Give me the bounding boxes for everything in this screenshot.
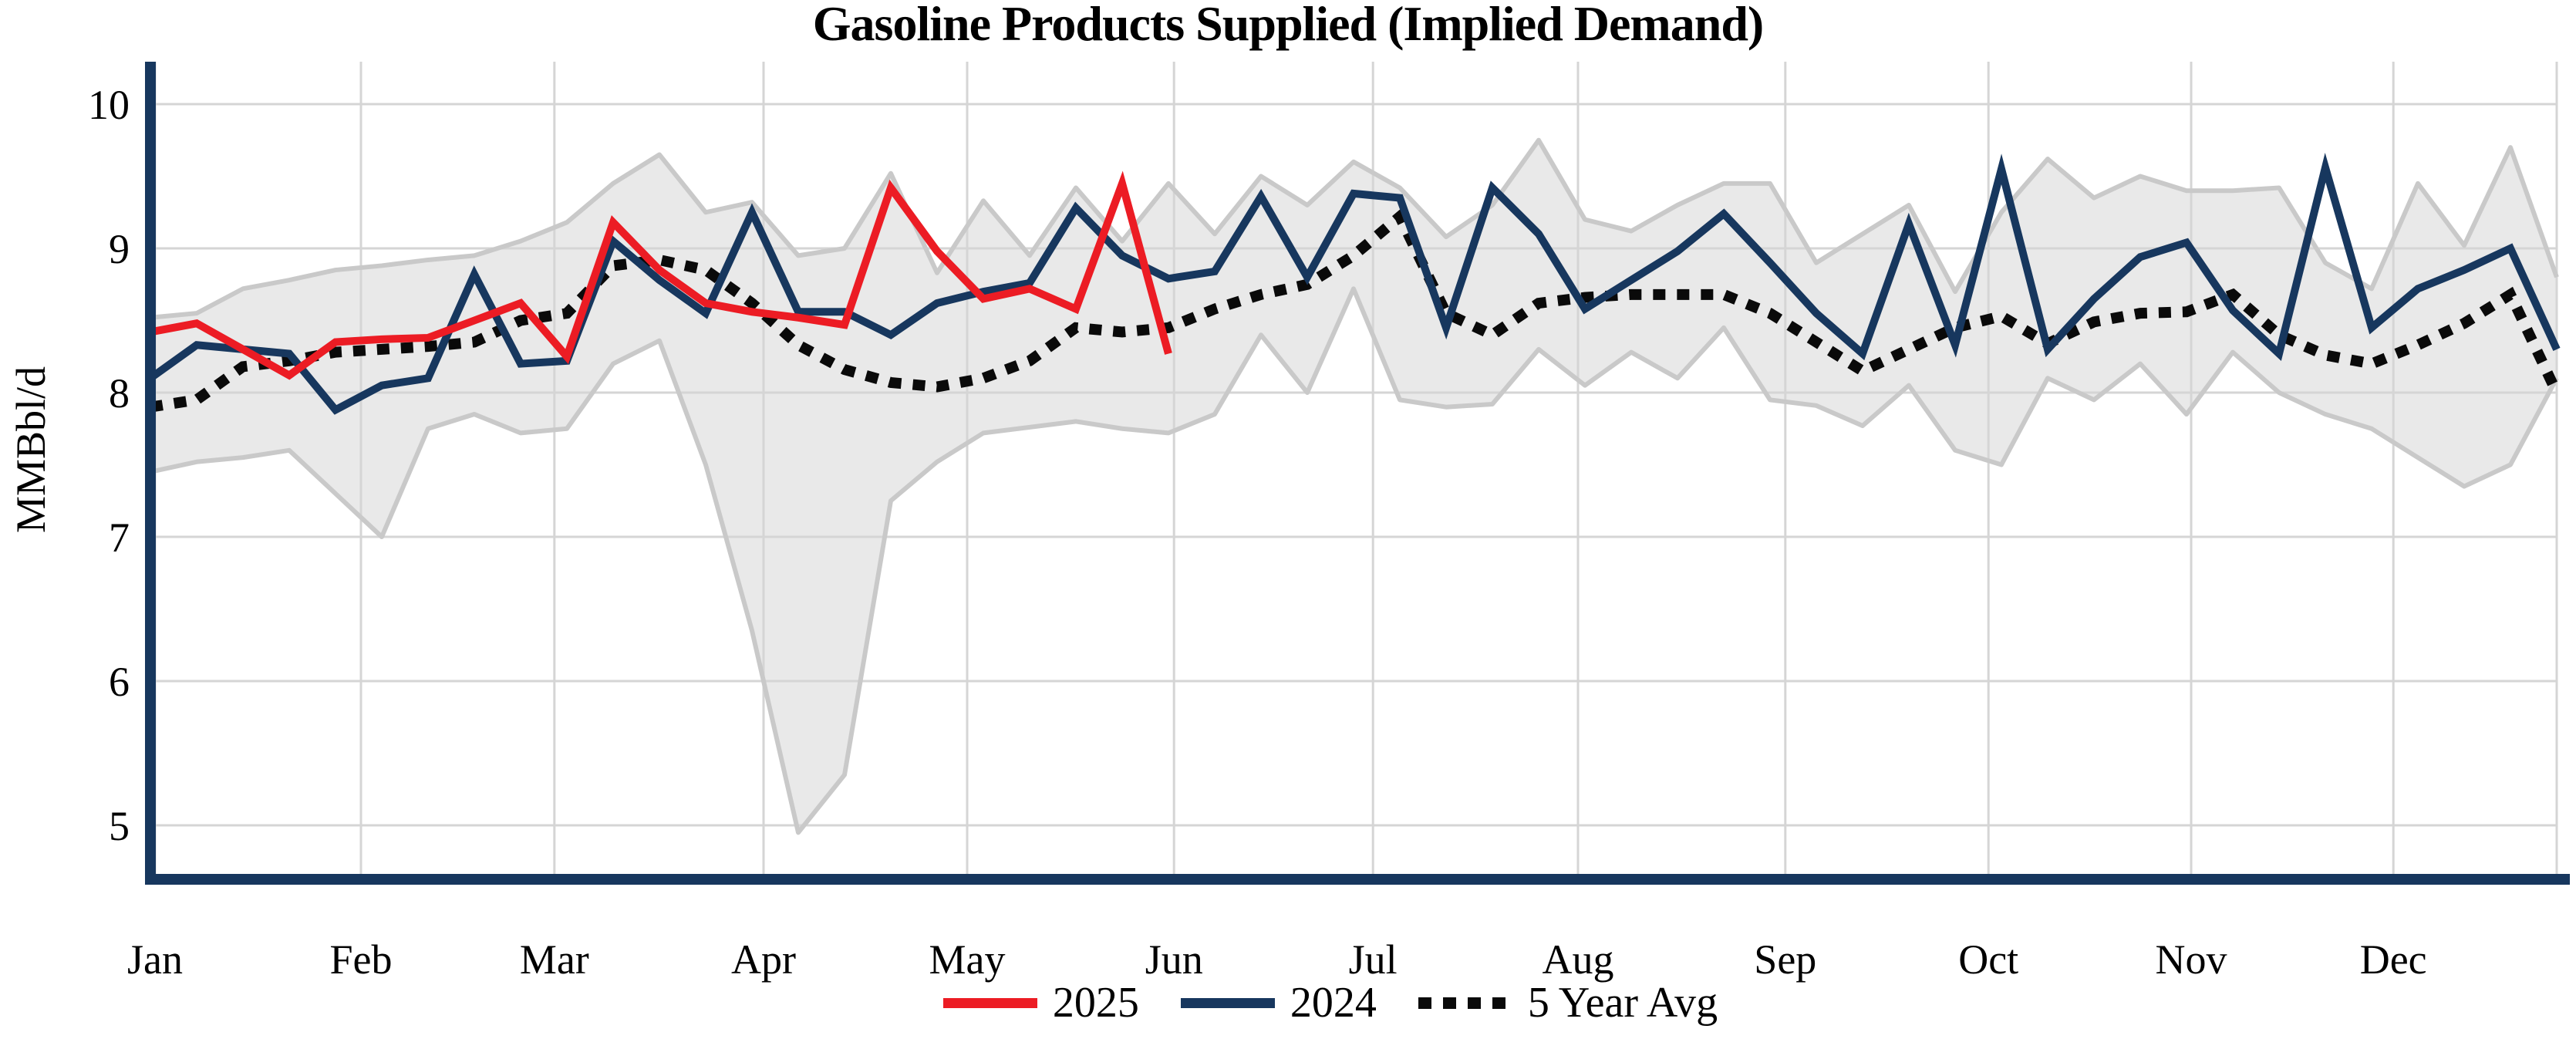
x-tick-label: Jun: [1145, 936, 1203, 983]
x-tick-label: Jan: [127, 936, 183, 983]
x-tick-label: Sep: [1754, 936, 1816, 983]
legend-swatch-2025: [942, 997, 1037, 1008]
legend-label-2025: 2025: [1052, 979, 1139, 1027]
y-tick-label: 10: [88, 82, 130, 128]
series-2025-line: [150, 170, 1172, 380]
x-tick-label: Aug: [1543, 936, 1614, 983]
x-tick-label: Apr: [731, 936, 796, 983]
x-tick-label: Oct: [1958, 936, 2018, 983]
band-edge-upper: [150, 137, 2559, 320]
legend-item-2024: 2024: [1180, 978, 1377, 1027]
legend-label-5yr-avg: 5 Year Avg: [1527, 979, 1718, 1027]
y-tick-label: 7: [109, 514, 130, 561]
series-2024-line: [148, 153, 2561, 415]
legend-item-2025: 2025: [942, 978, 1139, 1027]
x-tick-label: Feb: [330, 936, 393, 983]
y-tick-label: 9: [109, 226, 130, 272]
x-tick-label: May: [929, 936, 1006, 983]
chart-title: Gasoline Products Supplied (Implied Dema…: [812, 0, 1764, 51]
x-tick-label: Nov: [2156, 936, 2227, 983]
legend-swatch-5yr-avg: [1418, 997, 1512, 1009]
x-tick-label: Jul: [1349, 936, 1398, 983]
legend-label-2024: 2024: [1290, 979, 1377, 1027]
x-tick-label: Mar: [520, 936, 589, 983]
legend-swatch-2024: [1180, 997, 1275, 1008]
x-axis-spine: [145, 874, 2570, 885]
legend: 2025 2024 5 Year Avg: [42, 978, 2576, 1027]
x-tick-label: Dec: [2360, 936, 2427, 983]
legend-item-5yr-avg: 5 Year Avg: [1418, 978, 1718, 1027]
y-tick-label: 5: [109, 803, 130, 849]
y-axis-spine: [145, 62, 156, 885]
y-tick-label: 6: [109, 659, 130, 705]
band-edge-lower: [150, 286, 2559, 835]
y-tick-label: 8: [109, 370, 130, 417]
